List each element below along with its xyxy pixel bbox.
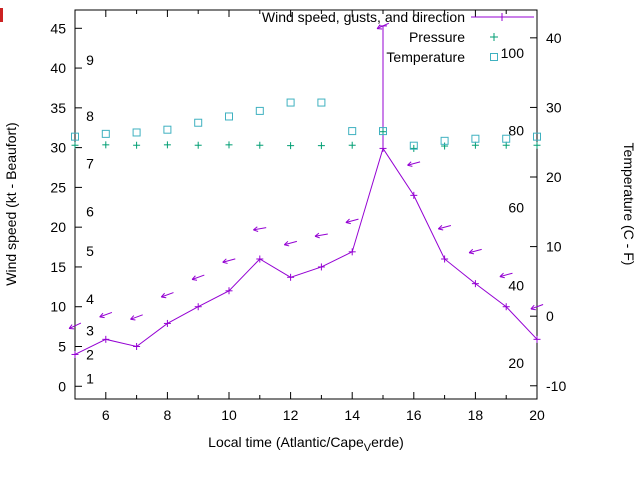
svg-text:Local time (Atlantic/CapeVerde: Local time (Atlantic/CapeVerde) xyxy=(208,434,404,454)
svg-text:8: 8 xyxy=(86,108,94,124)
svg-text:1: 1 xyxy=(86,370,94,386)
svg-text:8: 8 xyxy=(164,407,172,423)
svg-text:20: 20 xyxy=(508,355,524,371)
svg-text:35: 35 xyxy=(50,100,66,116)
svg-text:Temperature: Temperature xyxy=(386,49,465,65)
svg-text:Wind speed, gusts, and directi: Wind speed, gusts, and direction xyxy=(262,9,465,25)
beaufort-scale-labels: 1 2 3 4 5 6 7 8 9 xyxy=(86,52,94,386)
svg-text:5: 5 xyxy=(58,338,66,354)
svg-text:3: 3 xyxy=(86,323,94,339)
wind-series xyxy=(68,22,544,358)
svg-text:16: 16 xyxy=(406,407,422,423)
svg-text:0: 0 xyxy=(58,378,66,394)
svg-text:-10: -10 xyxy=(546,378,566,394)
legend: Wind speed, gusts, and direction Pressure… xyxy=(262,9,534,65)
fahrenheit-scale-labels: 20 40 60 80 100 xyxy=(501,45,525,371)
right-axis-labels: -10 0 10 20 30 40 xyxy=(546,30,566,394)
svg-text:7: 7 xyxy=(86,156,94,172)
svg-text:6: 6 xyxy=(86,203,94,219)
temperature-series xyxy=(71,98,541,150)
left-axis-labels: 0 5 10 15 20 25 30 35 40 45 xyxy=(50,20,66,394)
svg-text:30: 30 xyxy=(50,140,66,156)
plot-border xyxy=(74,9,538,400)
svg-text:20: 20 xyxy=(50,219,66,235)
svg-text:20: 20 xyxy=(546,169,562,185)
svg-text:4: 4 xyxy=(86,291,94,307)
svg-text:9: 9 xyxy=(86,52,94,68)
svg-text:10: 10 xyxy=(546,239,562,255)
pressure-series xyxy=(71,128,541,152)
svg-text:14: 14 xyxy=(344,407,360,423)
svg-text:5: 5 xyxy=(86,243,94,259)
svg-text:Temperature (C - F): Temperature (C - F) xyxy=(621,143,637,266)
svg-text:Wind speed (kt - Beaufort): Wind speed (kt - Beaufort) xyxy=(3,122,19,285)
svg-text:40: 40 xyxy=(546,30,562,46)
svg-text:40: 40 xyxy=(50,60,66,76)
svg-text:45: 45 xyxy=(50,20,66,36)
right-axis-ticks xyxy=(530,37,537,387)
svg-text:0: 0 xyxy=(546,308,554,324)
svg-text:20: 20 xyxy=(529,407,545,423)
svg-text:2: 2 xyxy=(86,346,94,362)
svg-text:100: 100 xyxy=(501,45,525,61)
svg-text:6: 6 xyxy=(102,407,110,423)
screen-edge-artifact xyxy=(0,8,3,22)
svg-text:30: 30 xyxy=(546,99,562,115)
x-axis-labels: 6 8 10 12 14 16 18 20 xyxy=(102,407,545,423)
svg-text:25: 25 xyxy=(50,179,66,195)
svg-text:40: 40 xyxy=(508,278,524,294)
svg-text:15: 15 xyxy=(50,259,66,275)
svg-text:80: 80 xyxy=(508,122,524,138)
svg-text:18: 18 xyxy=(468,407,484,423)
svg-text:10: 10 xyxy=(221,407,237,423)
left-axis-ticks xyxy=(75,27,82,387)
svg-text:10: 10 xyxy=(50,299,66,315)
axis-titles: Wind speed (kt - Beaufort) Temperature (C… xyxy=(3,122,637,454)
svg-text:60: 60 xyxy=(508,200,524,216)
svg-text:Pressure: Pressure xyxy=(409,29,465,45)
svg-text:12: 12 xyxy=(283,407,299,423)
x-axis-ticks xyxy=(74,10,538,399)
